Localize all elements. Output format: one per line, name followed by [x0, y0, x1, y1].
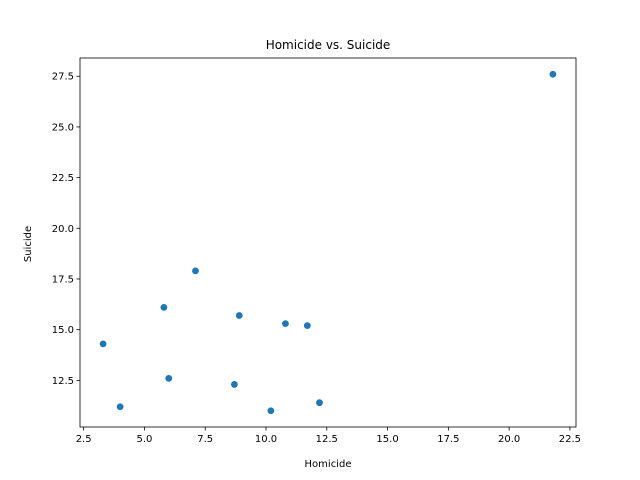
- x-axis: 2.5 5.0 7.5 10.0 12.5 15.0 17.5 20.0 22.5: [76, 427, 581, 445]
- chart-title: Homicide vs. Suicide: [266, 38, 391, 52]
- data-points: [99, 70, 557, 415]
- y-axis: 12.5 15.0 17.5 20.0 22.5 25.0 27.5: [52, 72, 80, 387]
- x-tick-label: 17.5: [437, 434, 459, 445]
- y-tick-label: 27.5: [52, 72, 74, 83]
- x-tick-label: 10.0: [255, 434, 277, 445]
- data-point: [165, 374, 173, 382]
- x-tick-label: 5.0: [136, 434, 152, 445]
- data-point: [230, 381, 238, 388]
- data-point: [235, 312, 243, 319]
- data-point: [282, 320, 289, 327]
- data-point: [192, 267, 199, 275]
- data-point: [316, 399, 323, 407]
- y-tick-label: 22.5: [52, 173, 74, 184]
- plot-frame: [79, 57, 577, 428]
- data-point: [303, 322, 311, 330]
- x-axis-title: Homicide: [305, 459, 352, 470]
- x-tick-label: 22.5: [559, 434, 581, 445]
- data-point: [116, 403, 124, 411]
- y-tick-label: 15.0: [52, 325, 74, 336]
- x-tick-label: 20.0: [498, 434, 520, 445]
- y-tick-label: 12.5: [52, 376, 74, 387]
- data-point: [99, 340, 107, 348]
- x-tick-label: 12.5: [316, 434, 338, 445]
- x-tick-label: 2.5: [76, 434, 92, 445]
- data-point: [160, 303, 168, 311]
- data-point: [267, 407, 275, 415]
- y-axis-title: Suicide: [23, 226, 34, 262]
- x-tick-label: 7.5: [197, 434, 213, 445]
- plot-area: 2.5 5.0 7.5 10.0 12.5 15.0 17.5 20.0 22.5 12.5 15…: [52, 57, 581, 445]
- x-tick-label: 15.0: [376, 434, 398, 445]
- data-point: [549, 70, 557, 78]
- y-tick-label: 20.0: [52, 224, 74, 235]
- y-tick-label: 25.0: [52, 122, 74, 133]
- y-tick-label: 17.5: [52, 274, 74, 285]
